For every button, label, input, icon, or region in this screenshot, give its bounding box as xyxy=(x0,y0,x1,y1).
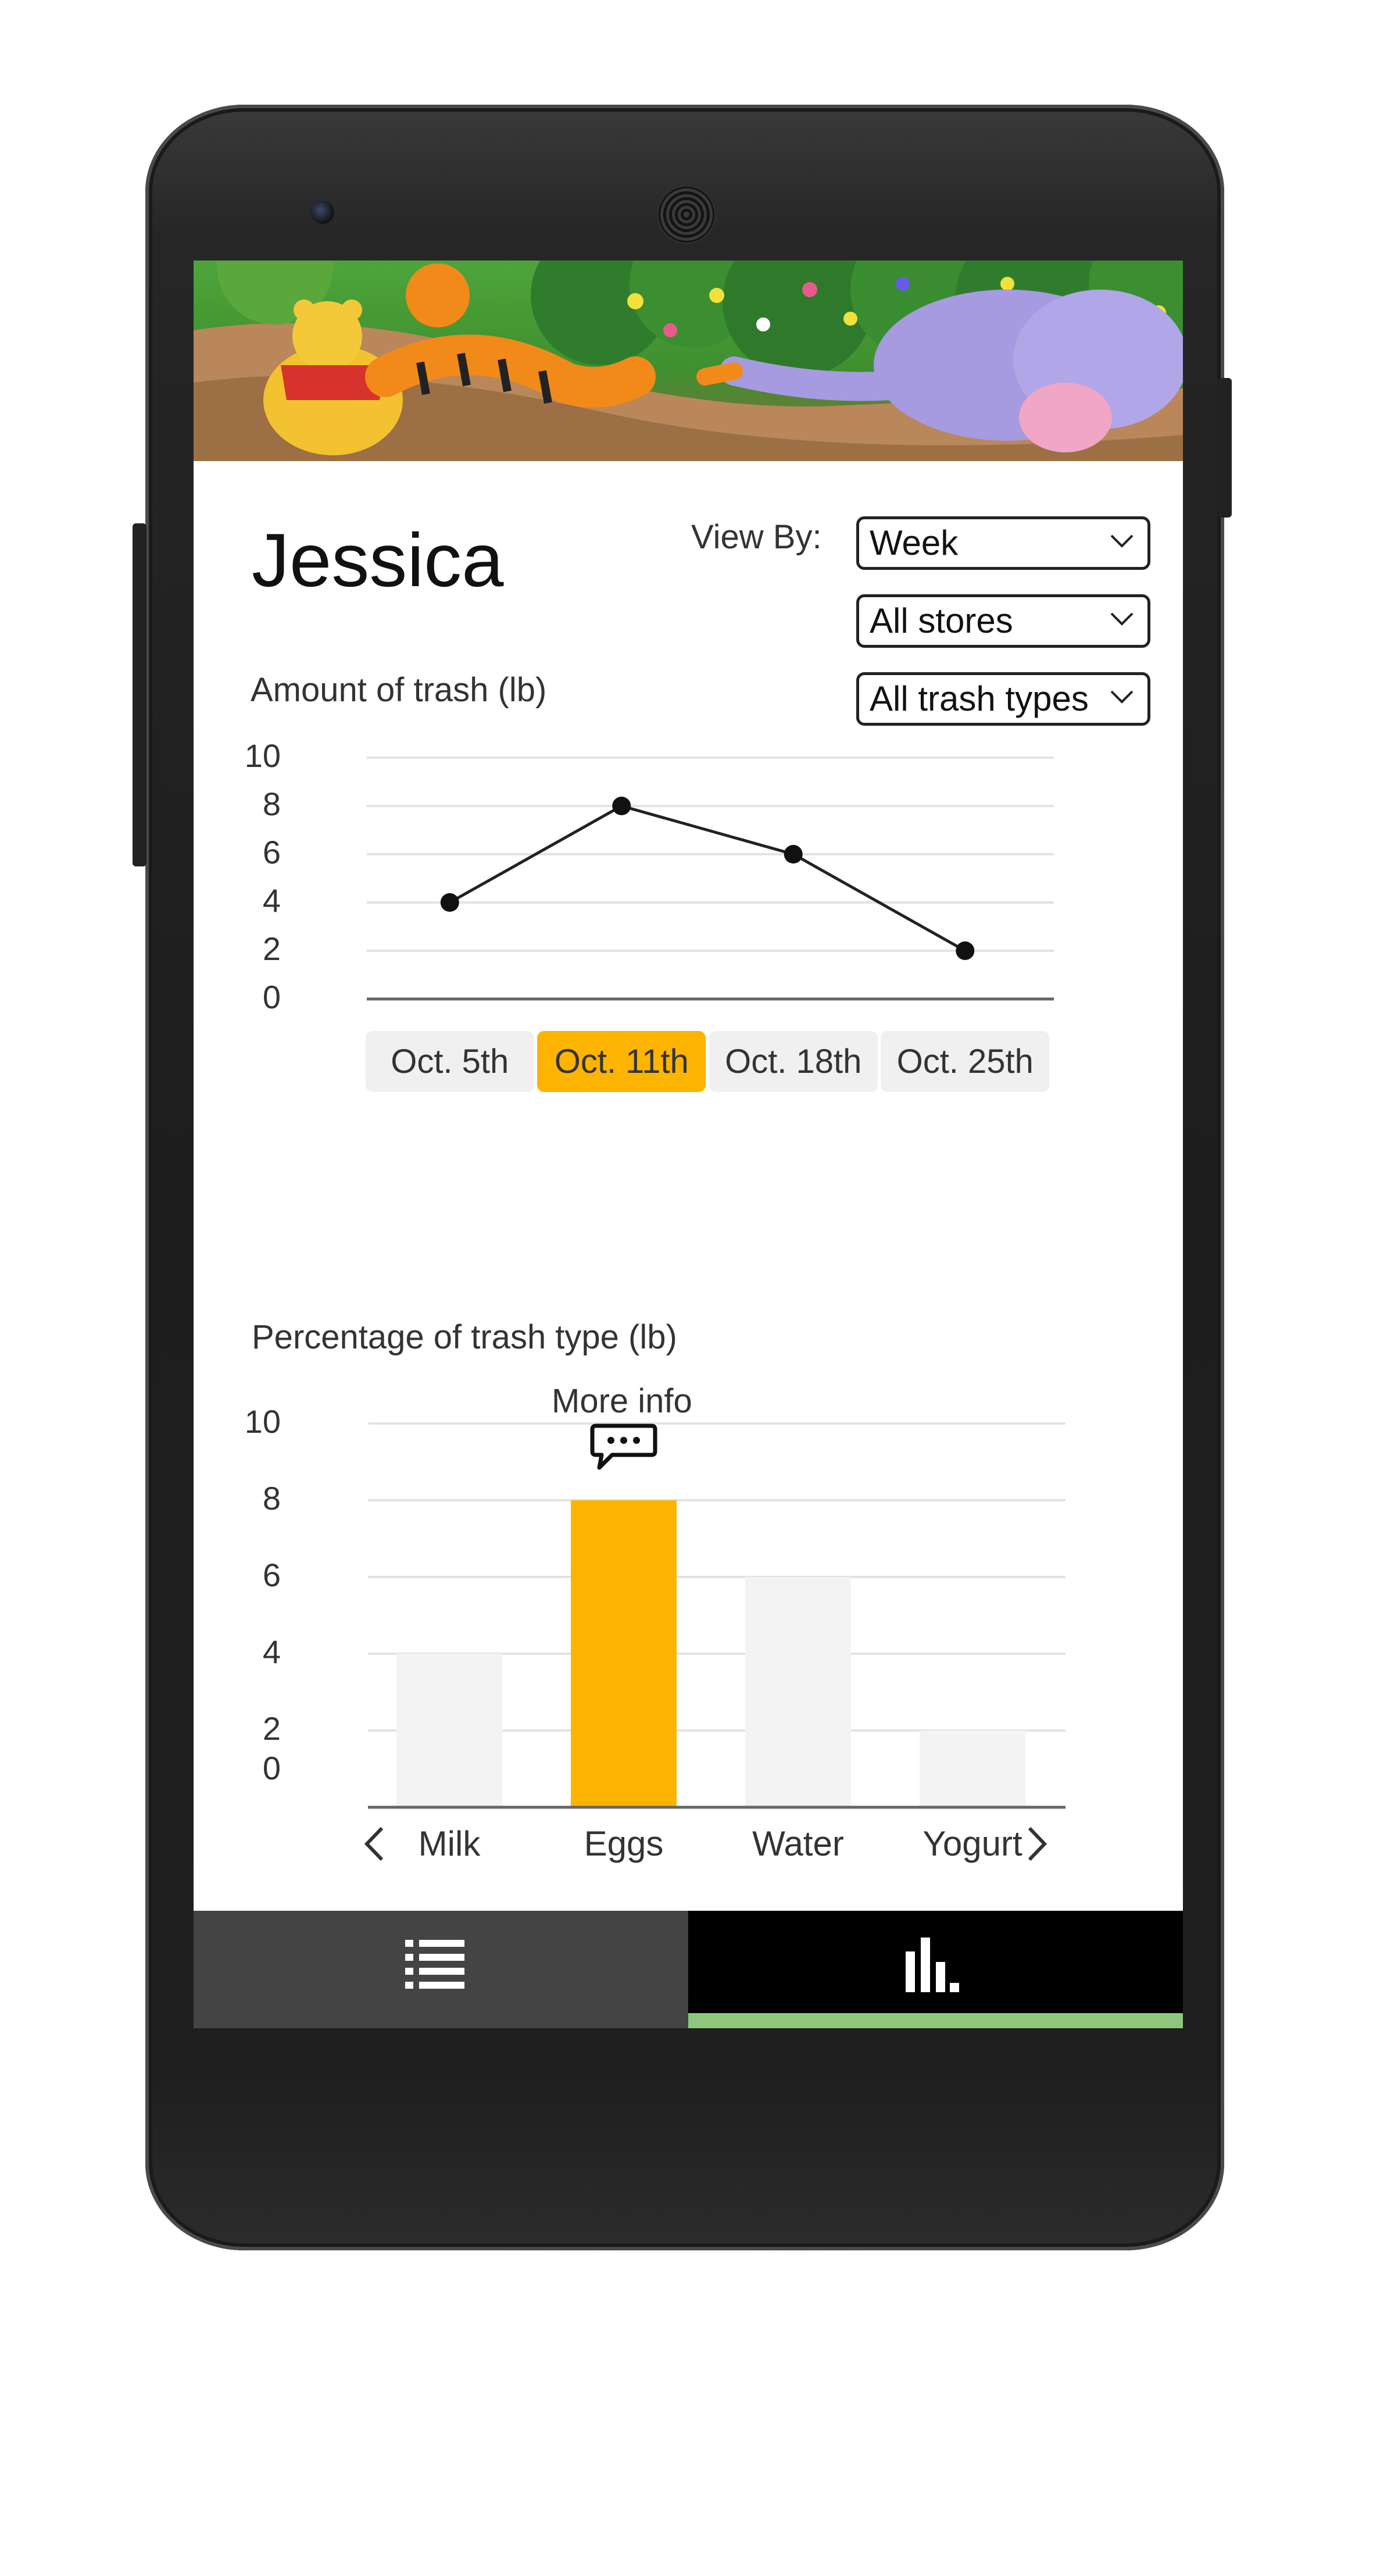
y-tick-label: 8 xyxy=(262,1480,281,1517)
user-name: Jessica xyxy=(252,518,504,602)
x-category-button[interactable]: Oct. 25th xyxy=(881,1031,1050,1092)
chevron-left-icon[interactable] xyxy=(361,1824,388,1864)
y-tick-label: 8 xyxy=(262,786,281,822)
bar xyxy=(571,1500,677,1807)
y-tick-label: 10 xyxy=(244,737,281,774)
series-line xyxy=(449,804,966,952)
app-screen: Jessica View By: Week All stores All tra… xyxy=(194,261,1183,2028)
data-point xyxy=(956,941,975,960)
chevron-down-icon xyxy=(1110,690,1134,704)
volume-button xyxy=(133,523,146,866)
earpiece-speaker xyxy=(657,185,716,244)
data-point xyxy=(784,845,803,864)
view-by-label: View By: xyxy=(691,518,822,556)
y-tick-label: 6 xyxy=(262,1557,281,1593)
chevron-down-icon xyxy=(1110,534,1134,548)
y-tick-label: 10 xyxy=(244,1403,281,1440)
y-tick-label: 6 xyxy=(262,834,281,870)
power-button xyxy=(1218,378,1232,518)
front-camera xyxy=(311,201,334,224)
x-category-button[interactable]: Oct. 18th xyxy=(709,1031,878,1092)
tab-chart-view[interactable] xyxy=(688,1911,1183,2028)
line-chart-title: Amount of trash (lb) xyxy=(251,671,547,709)
trash-type-select[interactable]: All trash types xyxy=(856,672,1150,726)
store-select-value: All stores xyxy=(870,601,1013,640)
period-select-value: Week xyxy=(870,523,959,562)
list-icon xyxy=(405,1940,464,1989)
tab-list-view[interactable] xyxy=(194,1911,688,2028)
y-tick-label: 2 xyxy=(262,930,281,967)
x-category-label[interactable]: Eggs xyxy=(584,1824,664,1863)
x-category-label[interactable]: Milk xyxy=(418,1824,481,1863)
bar xyxy=(745,1577,851,1807)
trash-type-select-value: All trash types xyxy=(870,679,1089,718)
y-tick-label: 0 xyxy=(262,979,281,1015)
bar-chart-title: Percentage of trash type (lb) xyxy=(252,1318,677,1356)
chevron-down-icon xyxy=(1110,612,1134,626)
x-category-label[interactable]: Yogurt xyxy=(923,1824,1022,1863)
bottom-navigation xyxy=(194,1911,1183,2028)
data-point xyxy=(440,893,459,912)
header-banner-image xyxy=(194,261,1183,461)
store-select[interactable]: All stores xyxy=(856,594,1150,648)
x-category-button[interactable]: Oct. 11th xyxy=(537,1031,706,1092)
banner-illustration xyxy=(194,261,1183,461)
line-chart xyxy=(367,757,1054,1001)
active-tab-indicator xyxy=(688,2013,1183,2028)
y-tick-label: 4 xyxy=(262,882,281,919)
x-category-label[interactable]: Water xyxy=(752,1824,844,1863)
more-info-label[interactable]: More info xyxy=(552,1382,692,1420)
x-category-button[interactable]: Oct. 5th xyxy=(365,1031,534,1092)
bar-chart-icon xyxy=(906,1938,959,1992)
y-tick-label: 2 xyxy=(262,1710,281,1747)
y-tick-label: 4 xyxy=(262,1633,281,1670)
bar xyxy=(920,1731,1025,1807)
bar xyxy=(396,1654,502,1807)
period-select[interactable]: Week xyxy=(856,516,1150,570)
bar-chart xyxy=(368,1422,1065,1809)
chevron-right-icon[interactable] xyxy=(1024,1824,1050,1864)
y-tick-label: 0 xyxy=(262,1750,281,1786)
data-point xyxy=(612,797,631,815)
speech-bubble-icon[interactable] xyxy=(589,1421,659,1473)
